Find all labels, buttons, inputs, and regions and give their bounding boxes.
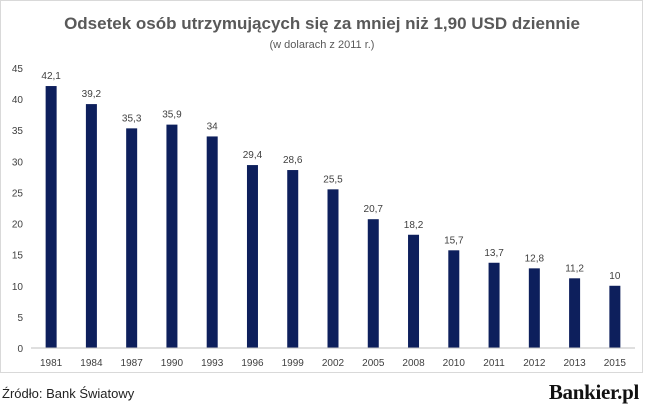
bar: [206, 136, 218, 348]
y-tick-label: 10: [12, 282, 24, 293]
x-tick-label: 1993: [201, 358, 224, 369]
y-tick-label: 25: [12, 188, 24, 199]
x-tick-label: 2011: [483, 358, 505, 369]
bar: [408, 234, 420, 348]
data-label: 39,2: [82, 89, 102, 100]
bar: [367, 219, 379, 348]
bar: [569, 278, 581, 348]
data-label: 18,2: [404, 220, 424, 231]
bar: [246, 165, 258, 348]
bar: [126, 128, 138, 348]
x-tick-label: 1996: [241, 358, 264, 369]
x-tick-label: 2010: [443, 358, 466, 369]
data-label: 42,1: [41, 71, 61, 82]
y-tick-label: 0: [17, 344, 23, 355]
x-axis: 1981 1984 1987 1990 1993 1996 1999 2002 2005 2008…: [31, 347, 635, 369]
x-tick-label: 1999: [282, 358, 305, 369]
bar: [166, 124, 178, 348]
bar: [488, 262, 500, 348]
data-label: 34: [207, 121, 219, 132]
data-label: 13,7: [484, 248, 504, 259]
y-tick-label: 20: [12, 220, 24, 231]
chart-frame: Odsetek osób utrzymujących się za mniej …: [0, 0, 643, 373]
chart-title: Odsetek osób utrzymujących się za mniej …: [64, 14, 580, 33]
y-tick-label: 45: [12, 64, 24, 75]
x-tick-label: 2015: [604, 358, 627, 369]
bankier-logo: Bankier.pl: [548, 380, 639, 404]
data-label: 20,7: [364, 204, 384, 215]
source-note: Źródło: Bank Światowy: [2, 386, 135, 401]
bar: [287, 170, 299, 348]
x-tick-label: 1981: [40, 358, 63, 369]
data-label: 29,4: [243, 150, 263, 161]
chart-subtitle: (w dolarach z 2011 r.): [270, 39, 375, 51]
y-tick-label: 15: [12, 251, 24, 262]
x-tick-label: 1984: [80, 358, 103, 369]
bar: [448, 250, 460, 348]
data-label: 25,5: [323, 174, 343, 185]
data-label: 12,8: [525, 253, 545, 264]
x-tick-label: 2005: [362, 358, 385, 369]
data-label: 35,9: [162, 110, 182, 121]
data-label: 15,7: [444, 235, 464, 246]
data-label: 10: [609, 271, 621, 282]
x-tick-label: 2008: [402, 358, 425, 369]
x-tick-label: 2012: [523, 358, 546, 369]
bar: [327, 189, 339, 348]
x-tick-label: 1990: [161, 358, 184, 369]
bar: [85, 104, 97, 348]
bar-chart: Odsetek osób utrzymujących się za mniej …: [12, 14, 635, 369]
y-axis: 0 5 10 15 20 25 30 35 40 45: [12, 64, 24, 355]
bar: [45, 86, 57, 349]
y-tick-label: 35: [12, 126, 24, 137]
x-tick-label: 2013: [563, 358, 586, 369]
bar: [609, 285, 621, 348]
y-tick-label: 30: [12, 157, 24, 168]
x-tick-label: 2002: [322, 358, 345, 369]
y-tick-label: 40: [12, 95, 24, 106]
data-label: 11,2: [565, 263, 584, 274]
data-label: 28,6: [283, 155, 303, 166]
x-tick-label: 1987: [121, 358, 144, 369]
bar: [528, 268, 540, 348]
data-label: 35,3: [122, 113, 142, 124]
bars-group: 42,1 39,2 35,3 35,9 34 29,4 28,6 25,5 20,7 18,2 15…: [41, 71, 621, 349]
y-tick-label: 5: [17, 313, 23, 324]
